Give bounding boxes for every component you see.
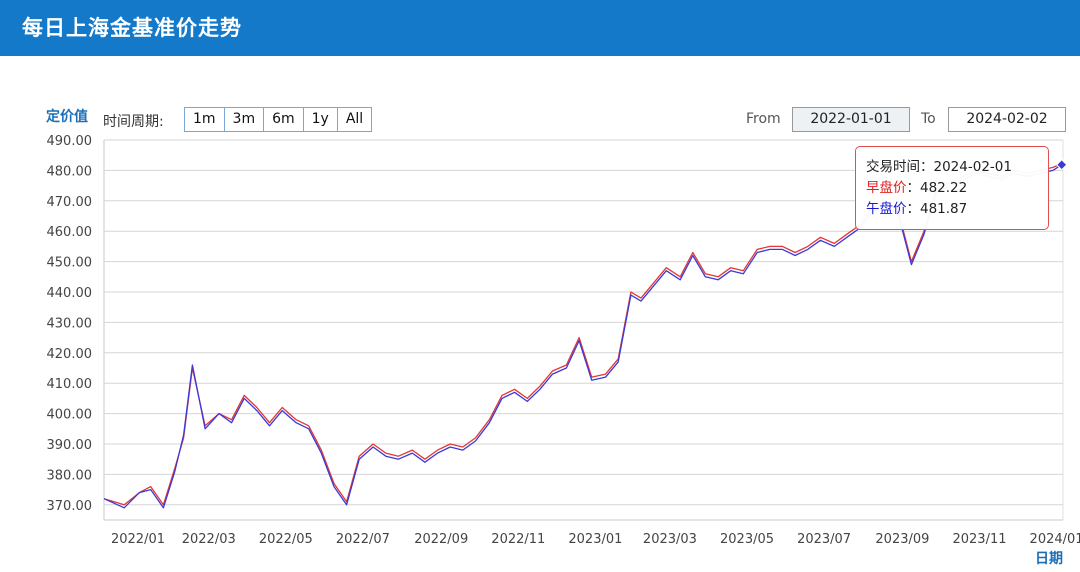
y-axis-label: 定价值 bbox=[46, 109, 88, 125]
x-tick-label: 2023/07 bbox=[797, 532, 851, 547]
period-label: 时间周期: bbox=[103, 114, 164, 130]
hover-markers bbox=[1056, 157, 1068, 171]
y-tick-label: 460.00 bbox=[47, 225, 93, 240]
x-tick-label: 2022/01 bbox=[111, 532, 165, 547]
tooltip-am-value: 482.22 bbox=[920, 180, 968, 196]
y-tick-label: 490.00 bbox=[47, 134, 93, 149]
tooltip-time-value: 2024-02-01 bbox=[933, 159, 1012, 175]
period-6m-button[interactable]: 6m bbox=[264, 108, 304, 131]
from-label: From bbox=[746, 111, 781, 127]
y-tick-label: 450.00 bbox=[47, 256, 93, 271]
series-line-am bbox=[103, 163, 1062, 506]
y-tick-label: 430.00 bbox=[47, 316, 93, 331]
hover-marker-pm bbox=[1056, 159, 1068, 171]
x-tick-label: 2024/01 bbox=[1030, 532, 1080, 547]
period-1m-button[interactable]: 1m bbox=[185, 108, 225, 131]
x-tick-label: 2023/11 bbox=[952, 532, 1006, 547]
x-tick-label: 2022/07 bbox=[336, 532, 390, 547]
y-tick-label: 380.00 bbox=[47, 468, 93, 483]
y-tick-label: 480.00 bbox=[47, 164, 93, 179]
y-tick-label: 440.00 bbox=[47, 286, 93, 301]
page-title: 每日上海金基准价走势 bbox=[22, 16, 242, 40]
x-tick-label: 2022/03 bbox=[182, 532, 236, 547]
x-tick-labels: 2022/01 2022/03 2022/05 2022/07 2022/09 2022/… bbox=[111, 532, 1080, 547]
tooltip-pm-value: 481.87 bbox=[920, 201, 968, 217]
from-date-input[interactable]: 2022-01-01 bbox=[792, 107, 910, 132]
tooltip-time-label: 交易时间： bbox=[866, 159, 934, 175]
period-1y-button[interactable]: 1y bbox=[304, 108, 338, 131]
grid-lines bbox=[103, 139, 1064, 521]
hover-tooltip: 交易时间：2024-02-01 早盘价：482.22 午盘价：481.87 bbox=[855, 146, 1049, 230]
y-tick-label: 410.00 bbox=[47, 377, 93, 392]
x-axis-label: 日期 bbox=[1035, 551, 1063, 567]
header-bar: 每日上海金基准价走势 bbox=[0, 0, 1080, 56]
x-tick-label: 2023/01 bbox=[568, 532, 622, 547]
period-all-button[interactable]: All bbox=[345, 111, 364, 127]
period-3m-button[interactable]: 3m bbox=[225, 108, 265, 131]
tooltip-pm-separator: ： bbox=[906, 201, 921, 217]
x-tick-label: 2023/03 bbox=[643, 532, 697, 547]
tooltip-am-separator: ： bbox=[906, 180, 921, 196]
period-button-group: 1m 3m 6m 1y All bbox=[184, 107, 373, 132]
x-tick-label: 2022/05 bbox=[259, 532, 313, 547]
x-tick-label: 2023/09 bbox=[875, 532, 929, 547]
series-line-pm bbox=[103, 164, 1063, 509]
series-lines bbox=[103, 163, 1063, 509]
y-tick-label: 390.00 bbox=[47, 438, 93, 453]
x-tick-label: 2022/09 bbox=[414, 532, 468, 547]
x-tick-label: 2023/05 bbox=[720, 532, 774, 547]
y-tick-label: 420.00 bbox=[47, 347, 93, 362]
y-tick-labels: 370.00 380.00 390.00 400.00 410.00 420.00 430.… bbox=[47, 134, 93, 514]
y-tick-label: 400.00 bbox=[47, 408, 93, 423]
x-tick-label: 2022/11 bbox=[491, 532, 545, 547]
tooltip-pm-label: 午盘价 bbox=[866, 201, 907, 217]
y-tick-label: 470.00 bbox=[47, 195, 93, 210]
to-label: To bbox=[921, 111, 936, 127]
y-tick-label: 370.00 bbox=[47, 499, 93, 514]
to-date-input[interactable]: 2024-02-02 bbox=[948, 107, 1066, 132]
tooltip-am-label: 早盘价 bbox=[866, 180, 907, 196]
